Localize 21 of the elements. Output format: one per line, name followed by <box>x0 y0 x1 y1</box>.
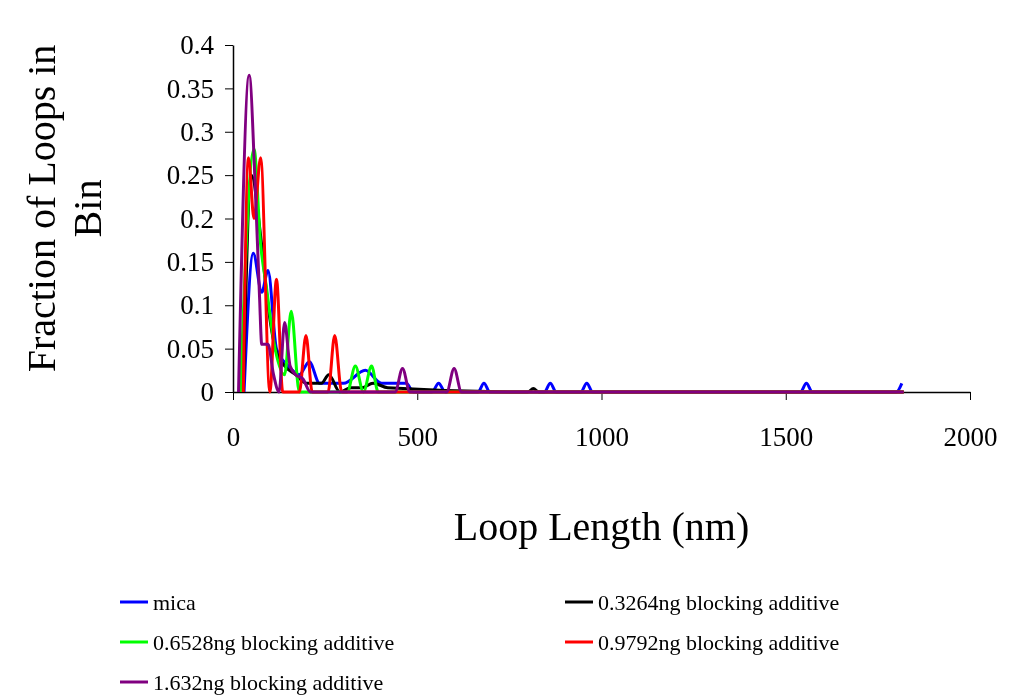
x-tick-label: 0 <box>226 422 241 453</box>
x-tick-label: 500 <box>397 422 438 453</box>
x-axis-title: Loop Length (nm) <box>453 504 750 549</box>
y-tick-label: 0.4 <box>180 30 215 61</box>
legend-label: 0.6528ng blocking additive <box>153 629 395 655</box>
x-tick-label: 2000 <box>943 422 998 453</box>
x-tick-label: 1000 <box>575 422 629 453</box>
legend-label: mica <box>153 589 196 615</box>
y-tick-label: 0.05 <box>166 333 214 364</box>
y-tick-label: 0.3 <box>180 116 214 147</box>
y-tick-label: 0 <box>200 377 214 408</box>
y-tick-label: 0.35 <box>166 73 214 104</box>
legend-label: 0.3264ng blocking additive <box>598 589 840 615</box>
legend-label: 1.632ng blocking additive <box>153 669 384 695</box>
legend-label: 0.9792ng blocking additive <box>598 629 840 655</box>
y-tick-label: 0.15 <box>166 247 214 278</box>
y-tick-label: 0.1 <box>180 290 214 321</box>
x-tick-label: 1500 <box>759 422 814 453</box>
y-tick-label: 0.25 <box>166 160 214 191</box>
y-tick-label: 0.2 <box>180 203 214 234</box>
y-axis-title: Fraction of Loops in Bin <box>19 44 110 373</box>
